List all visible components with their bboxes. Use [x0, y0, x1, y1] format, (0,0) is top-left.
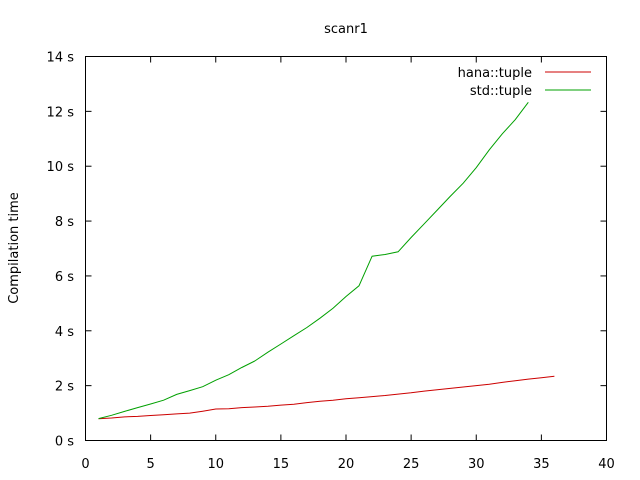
y-tick-label: 14 s	[47, 51, 75, 66]
x-tick-label: 0	[81, 457, 89, 472]
y-tick-label: 8 s	[55, 215, 74, 230]
legend-label-0: hana::tuple	[458, 66, 532, 81]
x-tick-label: 5	[146, 457, 154, 472]
series-line-0	[98, 375, 555, 420]
y-tick-label: 6 s	[55, 270, 74, 285]
x-tick-label: 40	[598, 457, 615, 472]
series-line-1	[98, 101, 529, 420]
x-tick-label: 15	[273, 457, 290, 472]
x-tick-label: 25	[403, 457, 420, 472]
x-tick-label: 30	[468, 457, 485, 472]
series-group	[98, 101, 555, 420]
x-tick-label: 10	[207, 457, 224, 472]
axis-ticks: 0 5 10 15 20 25 30 35 40 0 s 2 s 4 s 6 s 8 s 10 s 12 s 1…	[47, 51, 615, 473]
chart-title: scanr1	[324, 22, 368, 37]
legend-label-1: std::tuple	[470, 84, 532, 99]
plot-frame	[85, 56, 607, 441]
y-tick-label: 0 s	[55, 435, 74, 450]
y-axis-label: Compilation time	[7, 192, 22, 304]
y-tick-label: 12 s	[47, 105, 75, 120]
y-tick-label: 2 s	[55, 380, 74, 395]
x-tick-label: 20	[338, 457, 355, 472]
y-tick-label: 4 s	[55, 325, 74, 340]
y-tick-label: 10 s	[47, 160, 75, 175]
x-tick-label: 35	[533, 457, 550, 472]
